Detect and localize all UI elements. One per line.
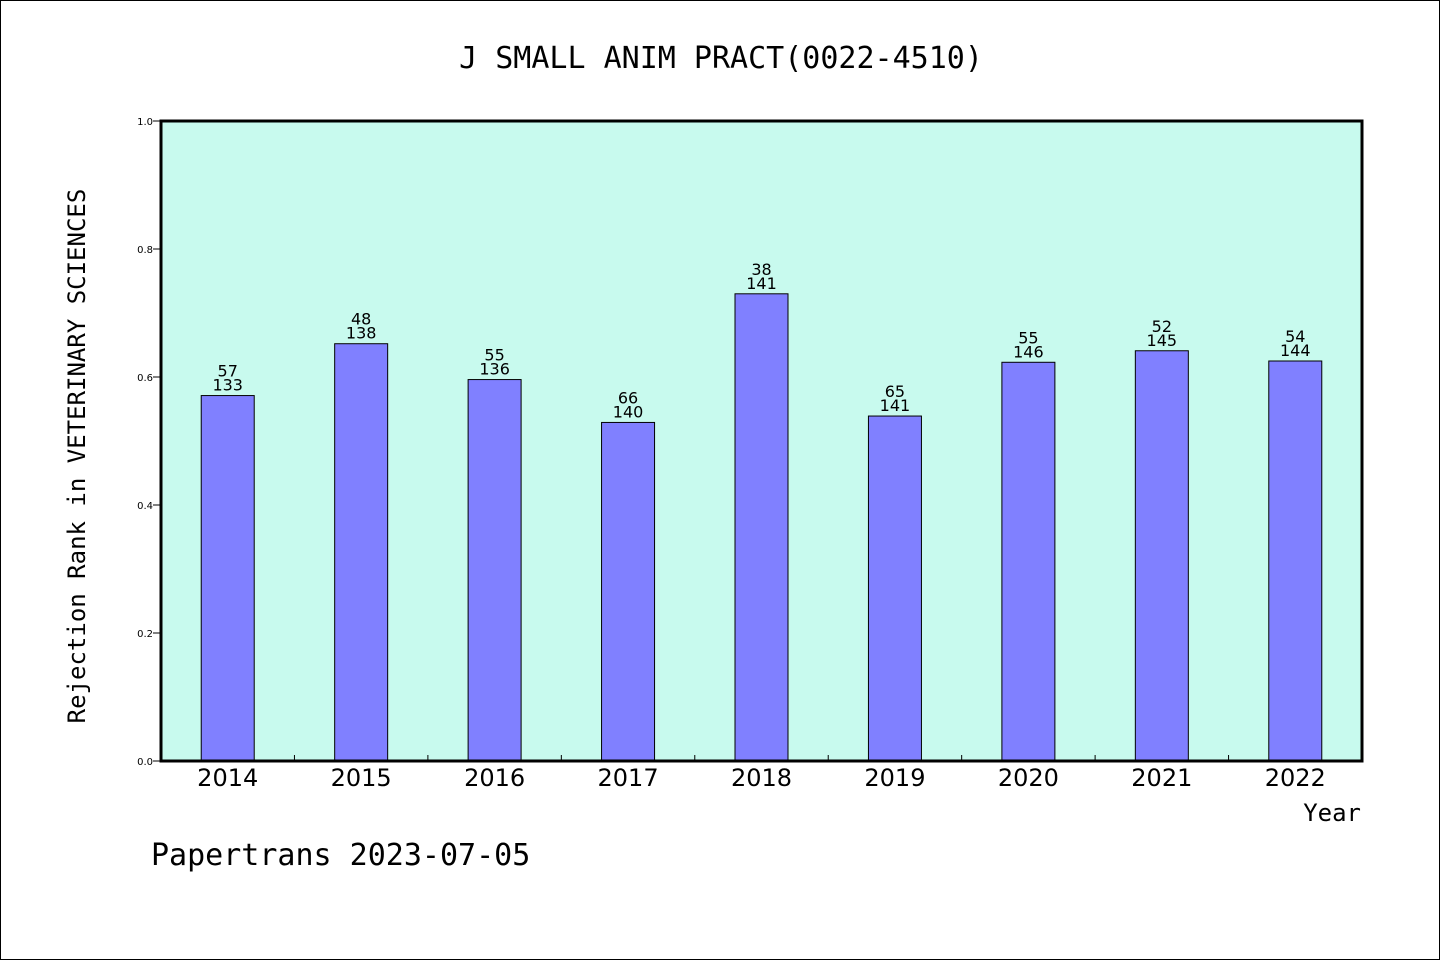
x-axis: 2014 2015 2016 2017 2018 2019 2020 2021 2022 <box>197 755 1326 792</box>
data-label-top: 52 <box>1152 317 1172 336</box>
x-tick-label: 2016 <box>464 764 525 792</box>
plot-border <box>159 119 1364 763</box>
bar <box>734 293 789 762</box>
bar <box>334 343 389 762</box>
y-tick-label: 1.0 <box>137 117 153 128</box>
data-label-bottom: 136 <box>479 360 510 379</box>
data-label-bottom: 140 <box>613 402 644 421</box>
x-tick-label: 2019 <box>864 764 925 792</box>
data-label-top: 55 <box>1018 328 1038 347</box>
bar <box>601 421 656 762</box>
x-tick-label: 2017 <box>598 764 659 792</box>
data-label-top: 54 <box>1285 327 1305 346</box>
y-tick-label: 0.4 <box>137 501 153 512</box>
bar <box>1268 360 1323 762</box>
bar <box>467 379 522 762</box>
bar <box>1134 350 1189 762</box>
data-label-top: 66 <box>618 388 638 407</box>
data-label-top: 55 <box>484 346 504 365</box>
y-axis-label: Rejection Rank in VETERINARY SCIENCES <box>63 189 91 724</box>
x-tick-label: 2014 <box>197 764 258 792</box>
data-label-top: 65 <box>885 382 905 401</box>
y-tick-label: 0.8 <box>137 245 153 256</box>
chart-title: J SMALL ANIM PRACT(0022-4510) <box>459 41 983 76</box>
data-label-bottom: 138 <box>346 324 377 343</box>
data-label-top: 38 <box>751 260 771 279</box>
y-tick-label: 0.0 <box>137 757 153 768</box>
data-label-bottom: 141 <box>880 396 911 415</box>
data-labels: 5713348138551366614038141651415514652145… <box>212 260 1310 422</box>
y-axis: 0.0 0.2 0.4 0.6 0.8 1.0 <box>137 117 161 768</box>
data-label-bottom: 146 <box>1013 342 1044 361</box>
data-label-bottom: 145 <box>1147 331 1178 350</box>
data-label-bottom: 144 <box>1280 341 1311 360</box>
bar <box>867 415 922 762</box>
footer-text: Papertrans 2023-07-05 <box>151 838 530 873</box>
x-tick-label: 2018 <box>731 764 792 792</box>
data-label-bottom: 133 <box>212 376 243 395</box>
x-axis-label: Year <box>1303 799 1361 827</box>
x-tick-label: 2021 <box>1131 764 1192 792</box>
data-label-top: 48 <box>351 310 371 329</box>
data-label-bottom: 141 <box>746 274 777 293</box>
bar <box>1001 361 1056 762</box>
bar <box>200 395 255 762</box>
x-tick-label: 2020 <box>998 764 1059 792</box>
x-tick-label: 2015 <box>331 764 392 792</box>
x-tick-label: 2022 <box>1265 764 1326 792</box>
bar-series <box>200 293 1323 762</box>
y-tick-label: 0.6 <box>137 373 153 384</box>
data-label-top: 57 <box>218 362 238 381</box>
y-tick-label: 0.2 <box>137 629 153 640</box>
